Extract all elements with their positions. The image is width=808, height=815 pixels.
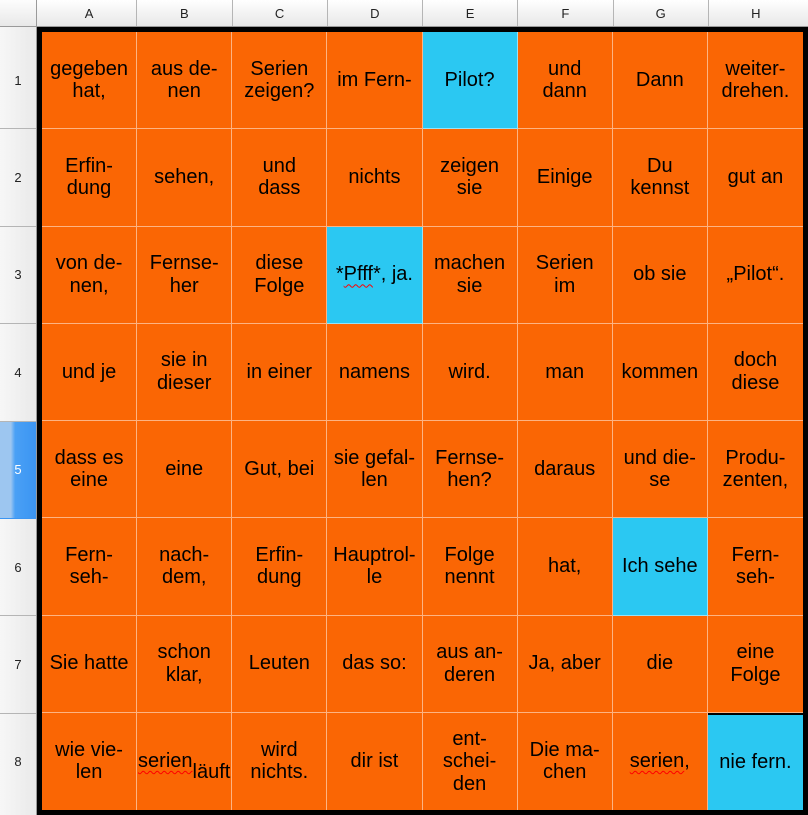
cell-C8[interactable]: wird nichts. bbox=[232, 712, 328, 810]
cell-B8[interactable]: serien läuft bbox=[137, 712, 233, 810]
cell-B6[interactable]: nach- dem, bbox=[137, 518, 233, 616]
cell-B2[interactable]: sehen, bbox=[137, 129, 233, 227]
cell-D1[interactable]: im Fern- bbox=[327, 32, 423, 130]
cell-F1[interactable]: und dann bbox=[517, 32, 613, 130]
column-header-B[interactable]: B bbox=[137, 0, 233, 26]
cell-H2[interactable]: gut an bbox=[707, 129, 803, 227]
cell-G6[interactable]: Ich sehe bbox=[612, 518, 708, 616]
cell-A4[interactable]: und je bbox=[42, 323, 138, 421]
cell-G2[interactable]: Du kennst bbox=[612, 129, 708, 227]
cell-C4[interactable]: in einer bbox=[232, 323, 328, 421]
cell-A7[interactable]: Sie hatte bbox=[42, 615, 138, 713]
row-header-6[interactable]: 6 bbox=[0, 519, 36, 617]
cell-E6[interactable]: Folge nennt bbox=[422, 518, 518, 616]
cell-G1[interactable]: Dann bbox=[612, 32, 708, 130]
column-header-C[interactable]: C bbox=[233, 0, 328, 26]
cell-D6[interactable]: Hauptrol- le bbox=[327, 518, 423, 616]
column-header-D[interactable]: D bbox=[328, 0, 423, 26]
misspelled-word: serien bbox=[138, 750, 193, 773]
cell-H1[interactable]: weiter- drehen. bbox=[707, 32, 803, 130]
cell-F4[interactable]: man bbox=[517, 323, 613, 421]
cell-E3[interactable]: machen sie bbox=[422, 226, 518, 324]
cell-G8[interactable]: serien, bbox=[613, 712, 708, 810]
cell-D2[interactable]: nichts bbox=[327, 129, 423, 227]
cell-E1[interactable]: Pilot? bbox=[422, 32, 518, 130]
cell-D4[interactable]: namens bbox=[327, 323, 423, 421]
cell-B7[interactable]: schon klar, bbox=[137, 615, 233, 713]
cell-G3[interactable]: ob sie bbox=[612, 226, 708, 324]
cell-F5[interactable]: daraus bbox=[517, 421, 613, 519]
cell-F3[interactable]: Serien im bbox=[517, 226, 613, 324]
select-all-corner[interactable] bbox=[0, 0, 37, 27]
cell-H7[interactable]: eine Folge bbox=[707, 616, 803, 713]
cell-A2[interactable]: Erfin- dung bbox=[42, 129, 138, 227]
cell-A3[interactable]: von de- nen, bbox=[42, 226, 138, 324]
cell-H8[interactable]: nie fern. bbox=[707, 712, 803, 810]
row-header-4[interactable]: 4 bbox=[0, 324, 36, 422]
row-header-1[interactable]: 1 bbox=[0, 32, 36, 130]
cell-E4[interactable]: wird. bbox=[422, 323, 518, 421]
cell-E8[interactable]: ent- schei- den bbox=[423, 712, 518, 810]
cell-D5[interactable]: sie gefal- len bbox=[327, 421, 423, 519]
cell-C1[interactable]: Serien zeigen? bbox=[232, 32, 328, 130]
cell-D8[interactable]: dir ist bbox=[327, 712, 423, 810]
cell-C7[interactable]: Leuten bbox=[232, 615, 328, 713]
cell-B4[interactable]: sie in dieser bbox=[137, 323, 233, 421]
cell-D7[interactable]: das so: bbox=[327, 615, 423, 713]
cell-C2[interactable]: und dass bbox=[232, 129, 328, 227]
column-header-A[interactable]: A bbox=[42, 0, 138, 26]
row-header-8[interactable]: 8 bbox=[14, 754, 22, 770]
cell-G7[interactable]: die bbox=[612, 615, 708, 713]
cell-E2[interactable]: zeigen sie bbox=[422, 129, 518, 227]
cell-F8[interactable]: Die ma- chen bbox=[518, 712, 613, 810]
cell-E5[interactable]: Fernse- hen? bbox=[422, 421, 518, 519]
cell-H3[interactable]: „Pilot“. bbox=[707, 227, 803, 324]
cell-A8[interactable]: wie vie- len bbox=[42, 712, 138, 810]
column-header-G[interactable]: G bbox=[614, 0, 709, 26]
column-header-E[interactable]: E bbox=[423, 0, 519, 26]
misspelled-word: serien bbox=[629, 750, 685, 773]
cell-C6[interactable]: Erfin- dung bbox=[232, 518, 328, 616]
cell-D3[interactable]: * Pfff *, ja. bbox=[327, 226, 423, 324]
row-header-3[interactable]: 3 bbox=[0, 227, 36, 325]
cell-H6[interactable]: Fern- seh- bbox=[707, 518, 803, 616]
cell-C3[interactable]: diese Folge bbox=[232, 226, 328, 324]
cell-F6[interactable]: hat, bbox=[517, 518, 613, 616]
column-header-F[interactable]: F bbox=[518, 0, 614, 26]
column-header-H[interactable]: H bbox=[751, 5, 761, 21]
row-header-2[interactable]: 2 bbox=[0, 129, 36, 227]
misspelled-word: Pfff bbox=[343, 263, 373, 286]
cell-A1[interactable]: gegeben hat, bbox=[42, 32, 138, 130]
cell-G4[interactable]: kommen bbox=[612, 323, 708, 421]
cell-F7[interactable]: Ja, aber bbox=[517, 615, 613, 713]
cell-A5[interactable]: dass es eine bbox=[42, 421, 138, 519]
cell-grid: gegeben hat, aus de- nen Serien zeigen? im … bbox=[37, 27, 808, 815]
cell-B5[interactable]: eine bbox=[137, 421, 233, 519]
cell-A6[interactable]: Fern- seh- bbox=[42, 518, 138, 616]
cell-F2[interactable]: Einige bbox=[517, 129, 613, 227]
cell-H4[interactable]: doch diese bbox=[707, 324, 803, 421]
row-header-5[interactable]: 5 bbox=[0, 421, 36, 519]
cell-B3[interactable]: Fernse- her bbox=[137, 226, 233, 324]
cell-E7[interactable]: aus an- deren bbox=[422, 615, 518, 713]
cell-B1[interactable]: aus de- nen bbox=[137, 32, 233, 130]
cell-H5[interactable]: Produ- zenten, bbox=[707, 421, 803, 519]
row-header-7[interactable]: 7 bbox=[0, 616, 36, 714]
cell-G5[interactable]: und die- se bbox=[612, 421, 708, 519]
cell-C5[interactable]: Gut, bei bbox=[232, 421, 328, 519]
